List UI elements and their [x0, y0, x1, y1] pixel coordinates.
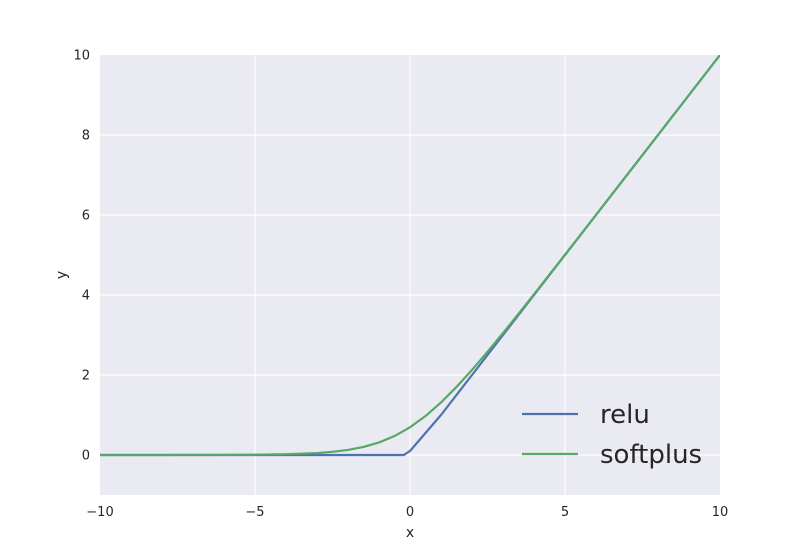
y-tick-label-4: 8 — [82, 129, 90, 144]
legend-label-relu: relu — [600, 400, 650, 430]
x-tick-label-4: 10 — [712, 505, 729, 520]
series-lines — [100, 55, 720, 457]
x-tick-label-0: −10 — [86, 505, 113, 520]
legend-label-softplus: softplus — [600, 440, 702, 470]
x-tick-labels: −10 −5 0 5 10 — [86, 505, 728, 520]
x-tick-label-3: 5 — [561, 505, 569, 520]
y-tick-labels: 0 2 4 6 8 10 — [73, 49, 90, 464]
series-line-softplus — [100, 55, 720, 457]
y-tick-label-3: 6 — [82, 209, 90, 224]
y-tick-label-2: 4 — [82, 289, 90, 304]
y-tick-label-5: 10 — [73, 49, 90, 64]
x-tick-label-2: 0 — [406, 505, 414, 520]
legend: relu softplus — [522, 400, 702, 470]
x-tick-label-1: −5 — [245, 505, 264, 520]
y-tick-label-0: 0 — [82, 449, 90, 464]
y-tick-label-1: 2 — [82, 369, 90, 384]
y-axis-label: y — [54, 271, 70, 279]
x-axis-label: x — [406, 525, 414, 541]
